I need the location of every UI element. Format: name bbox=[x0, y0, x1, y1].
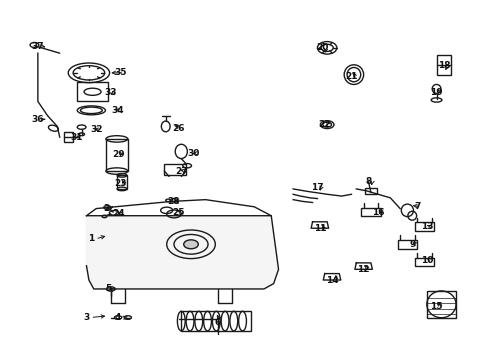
Text: 14: 14 bbox=[325, 275, 338, 284]
Text: 18: 18 bbox=[437, 61, 449, 70]
Text: 7: 7 bbox=[413, 202, 420, 211]
Bar bbox=[361, 208, 380, 216]
Text: 1: 1 bbox=[88, 234, 94, 243]
Text: 9: 9 bbox=[408, 240, 415, 249]
Bar bbox=[181, 311, 251, 331]
Text: 28: 28 bbox=[167, 197, 180, 206]
Text: 29: 29 bbox=[112, 150, 124, 159]
Text: 19: 19 bbox=[429, 88, 442, 97]
Bar bbox=[414, 258, 433, 266]
Text: 30: 30 bbox=[187, 149, 199, 158]
Bar bbox=[117, 175, 126, 189]
Text: 4: 4 bbox=[115, 313, 121, 322]
Text: 22: 22 bbox=[318, 120, 330, 129]
Text: 10: 10 bbox=[420, 256, 432, 265]
Text: 31: 31 bbox=[70, 132, 83, 141]
Text: 21: 21 bbox=[345, 72, 357, 81]
Bar bbox=[106, 139, 127, 171]
Bar bbox=[77, 82, 108, 102]
Text: 34: 34 bbox=[112, 106, 124, 115]
Text: 5: 5 bbox=[105, 284, 111, 293]
Bar bbox=[164, 164, 186, 175]
Ellipse shape bbox=[183, 240, 198, 249]
Text: 33: 33 bbox=[104, 88, 117, 97]
Text: 13: 13 bbox=[420, 222, 432, 231]
Text: 12: 12 bbox=[357, 265, 369, 274]
Text: 35: 35 bbox=[114, 68, 126, 77]
Bar bbox=[414, 222, 433, 231]
Polygon shape bbox=[86, 216, 278, 289]
Text: 23: 23 bbox=[114, 179, 126, 188]
Text: 3: 3 bbox=[83, 313, 89, 322]
Text: 8: 8 bbox=[365, 177, 371, 186]
Text: 26: 26 bbox=[172, 124, 185, 133]
Bar bbox=[426, 291, 455, 318]
Text: 36: 36 bbox=[32, 115, 44, 124]
Text: 25: 25 bbox=[172, 208, 185, 217]
Text: 11: 11 bbox=[313, 224, 325, 233]
Text: 2: 2 bbox=[102, 204, 109, 213]
Bar bbox=[397, 240, 416, 249]
Bar bbox=[63, 132, 73, 143]
Text: 24: 24 bbox=[112, 210, 124, 219]
Text: 20: 20 bbox=[315, 43, 328, 52]
Text: 17: 17 bbox=[310, 183, 323, 192]
Text: 15: 15 bbox=[429, 302, 442, 311]
Text: 6: 6 bbox=[214, 318, 221, 327]
Text: 37: 37 bbox=[32, 41, 44, 50]
Text: 32: 32 bbox=[90, 126, 102, 135]
Text: 16: 16 bbox=[371, 208, 384, 217]
Text: 27: 27 bbox=[175, 167, 187, 176]
Bar bbox=[365, 188, 376, 194]
Bar bbox=[436, 55, 450, 75]
